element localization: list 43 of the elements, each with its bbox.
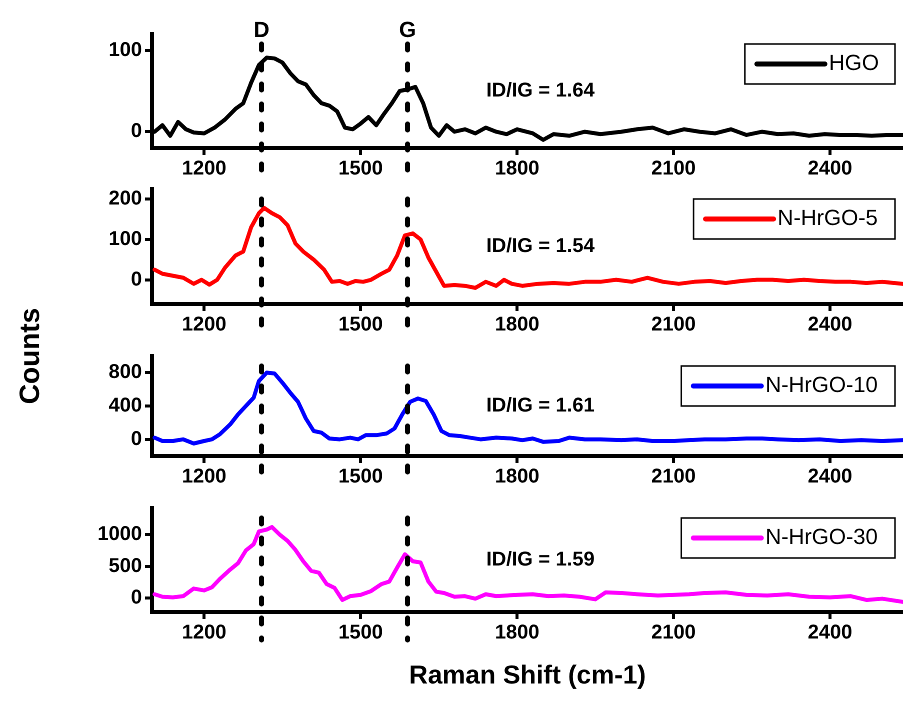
annotation: ID/IG = 1.61 (486, 394, 595, 417)
legend-label: HGO (828, 50, 880, 76)
x-tick-label: 2400 (808, 622, 852, 644)
ref-line-label: G (398, 17, 416, 42)
annotation: ID/IG = 1.59 (486, 548, 595, 571)
y-tick-label: 0 (130, 268, 142, 290)
ref-line-label: D (254, 17, 270, 42)
annotation: ID/IG = 1.64 (486, 80, 596, 102)
x-axis-title: Raman Shift (cm-1) (409, 660, 646, 690)
x-tick-label: 2400 (808, 158, 852, 180)
y-tick-label: 100 (108, 38, 142, 61)
y-tick-label: 800 (108, 361, 142, 384)
y-tick-label: 0 (130, 428, 142, 450)
legend-label: N-HrGO-30 (765, 524, 878, 550)
y-tick-label: 100 (108, 228, 142, 250)
y-tick-label: 0 (130, 586, 142, 609)
y-tick-label: 1000 (98, 523, 142, 546)
legend-label: N-HrGO-10 (765, 372, 878, 398)
x-tick-label: 1200 (182, 314, 226, 336)
x-tick-label: 1800 (494, 158, 540, 180)
x-tick-label: 1800 (494, 622, 540, 644)
x-tick-label: 1800 (494, 314, 540, 336)
x-tick-label: 1200 (182, 622, 226, 644)
x-tick-label: 1200 (182, 158, 226, 180)
x-tick-label: 1500 (338, 158, 383, 180)
y-tick-label: 200 (108, 188, 142, 210)
y-tick-label: 400 (108, 394, 142, 417)
x-tick-label: 2400 (808, 314, 852, 336)
annotation: ID/IG = 1.54 (486, 235, 596, 258)
x-tick-label: 1500 (338, 314, 383, 336)
y-axis-title: Counts (14, 306, 46, 406)
x-tick-label: 2100 (651, 158, 696, 180)
x-tick-label: 1500 (338, 622, 383, 644)
x-tick-label: 2100 (651, 466, 696, 488)
x-tick-label: 1500 (338, 466, 383, 488)
y-tick-label: 0 (130, 120, 142, 142)
x-tick-label: 2100 (651, 622, 696, 644)
x-tick-label: 2400 (808, 466, 852, 488)
x-tick-label: 2100 (651, 314, 696, 336)
x-tick-label: 1200 (182, 466, 226, 488)
x-tick-label: 1800 (494, 466, 540, 488)
y-tick-label: 500 (108, 554, 142, 577)
legend-label: N-HrGO-5 (778, 205, 878, 230)
